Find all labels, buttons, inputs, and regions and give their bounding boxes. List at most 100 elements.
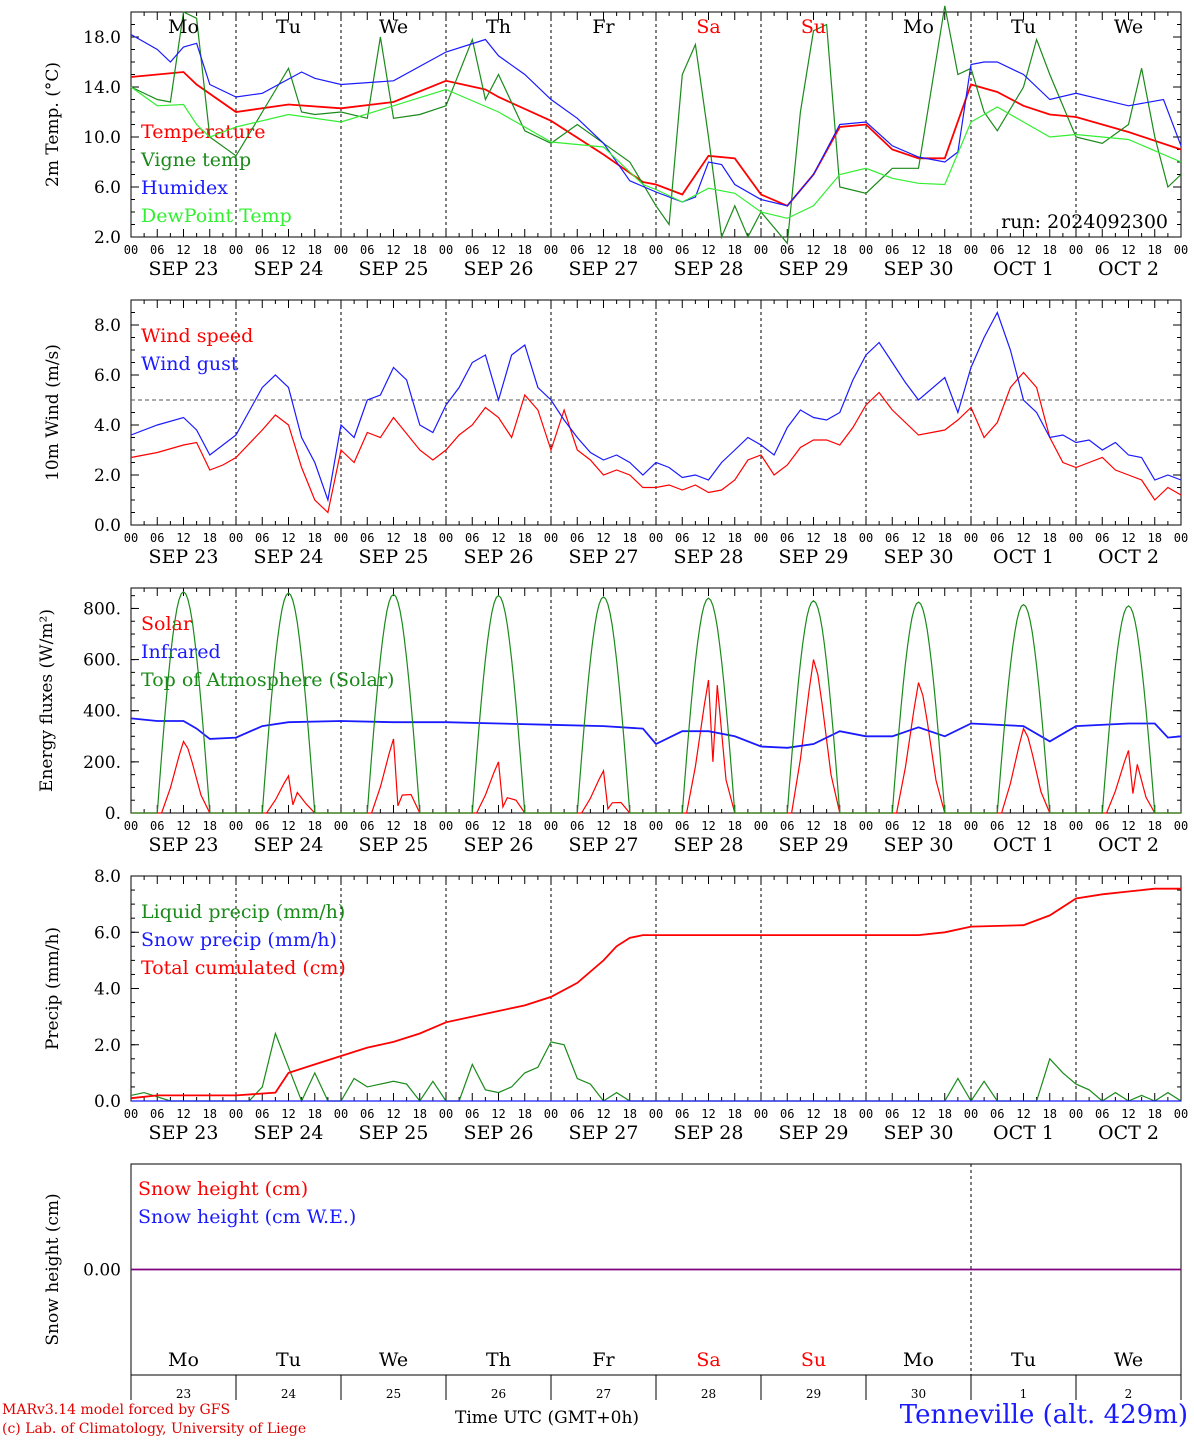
day-abbr-bottom: Mo [903, 1349, 934, 1371]
hour-tick-label: 18 [728, 1107, 742, 1121]
hour-tick-label: 12 [1121, 531, 1135, 545]
date-label: SEP 25 [359, 834, 429, 856]
date-label: SEP 27 [569, 1122, 639, 1144]
legend-entry: Vigne temp [140, 149, 251, 171]
hour-tick-label: 12 [386, 243, 400, 257]
hour-tick-label: 18 [728, 243, 742, 257]
day-number-label: 26 [491, 1387, 506, 1401]
day-number-label: 27 [596, 1387, 611, 1401]
date-label: SEP 30 [884, 258, 954, 280]
hour-tick-label: 00 [964, 531, 978, 545]
day-number-label: 24 [281, 1387, 297, 1401]
hour-tick-label: 12 [806, 1107, 820, 1121]
hour-tick-label: 18 [833, 1107, 847, 1121]
hour-tick-label: 18 [308, 243, 322, 257]
day-number-label: 23 [176, 1387, 191, 1401]
hour-tick-label: 12 [386, 819, 400, 833]
hour-tick-label: 12 [491, 1107, 505, 1121]
legend-entry: Top of Atmosphere (Solar) [141, 669, 394, 691]
hour-tick-label: 18 [1043, 1107, 1057, 1121]
hour-tick-label: 18 [413, 531, 427, 545]
hour-tick-label: 18 [203, 819, 217, 833]
hour-tick-label: 00 [229, 819, 243, 833]
day-abbr-bottom: Su [801, 1349, 826, 1371]
station-name: Tenneville (alt. 429m) [899, 1400, 1188, 1430]
hour-tick-label: 06 [1095, 243, 1109, 257]
panel-frame [130, 11, 1182, 238]
panel-frame [130, 299, 1182, 526]
hour-tick-label: 12 [911, 531, 925, 545]
date-label: OCT 1 [993, 258, 1054, 280]
hour-tick-label: 18 [308, 1107, 322, 1121]
hour-tick-label: 00 [439, 819, 453, 833]
hour-tick-label: 12 [596, 1107, 610, 1121]
y-tick-label: 800. [83, 599, 121, 619]
hour-tick-label: 06 [150, 243, 164, 257]
hour-tick-label: 00 [334, 1107, 348, 1121]
hour-tick-label: 18 [518, 243, 532, 257]
y-tick-label: 0.0 [94, 1092, 121, 1112]
series-line-dewpoint-temp [130, 86, 1182, 219]
hour-tick-label: 06 [780, 819, 794, 833]
date-label: OCT 2 [1098, 546, 1159, 568]
hour-tick-label: 00 [544, 243, 558, 257]
day-number-label: 1 [1020, 1387, 1028, 1401]
hour-tick-label: 18 [623, 819, 637, 833]
date-label: OCT 2 [1098, 258, 1159, 280]
date-label: OCT 2 [1098, 1122, 1159, 1144]
hour-tick-label: 18 [413, 243, 427, 257]
hour-tick-label: 12 [701, 819, 715, 833]
hour-tick-label: 18 [413, 819, 427, 833]
hour-tick-label: 06 [780, 243, 794, 257]
hour-tick-label: 18 [308, 531, 322, 545]
hour-tick-label: 00 [1174, 243, 1188, 257]
hour-tick-label: 12 [911, 819, 925, 833]
y-tick-label: 600. [83, 651, 121, 671]
hour-tick-label: 06 [465, 243, 479, 257]
series-line-liquid-precip-mm-h- [130, 1031, 1182, 1103]
hour-tick-label: 06 [360, 531, 374, 545]
date-label: SEP 24 [254, 1122, 324, 1144]
date-label: OCT 1 [993, 1122, 1054, 1144]
hour-tick-label: 06 [1095, 819, 1109, 833]
hour-tick-label: 06 [780, 1107, 794, 1121]
hour-tick-label: 06 [1095, 531, 1109, 545]
hour-tick-label: 00 [964, 1107, 978, 1121]
day-abbr-top: We [1114, 16, 1143, 38]
legend-entry: Temperature [141, 121, 265, 143]
day-abbr-top: Su [801, 16, 826, 38]
y-axis-label: Energy fluxes (W/m²) [37, 609, 57, 792]
day-abbr-top: Mo [168, 16, 199, 38]
hour-tick-label: 00 [544, 1107, 558, 1121]
model-credit-line: MARv3.14 model forced by GFS [2, 1402, 231, 1418]
hour-tick-label: 00 [859, 1107, 873, 1121]
hour-tick-label: 18 [203, 243, 217, 257]
legend-entry: Humidex [141, 177, 228, 199]
hour-tick-label: 18 [623, 531, 637, 545]
date-label: SEP 26 [464, 546, 534, 568]
date-label: SEP 29 [779, 546, 849, 568]
hour-tick-label: 18 [938, 1107, 952, 1121]
series-line-top-of-atmosphere-solar- [131, 591, 1181, 814]
hour-tick-label: 06 [780, 531, 794, 545]
date-label: SEP 30 [884, 834, 954, 856]
hour-tick-label: 00 [649, 819, 663, 833]
hour-tick-label: 00 [649, 1107, 663, 1121]
hour-tick-label: 12 [806, 819, 820, 833]
hour-tick-label: 00 [334, 531, 348, 545]
hour-tick-label: 06 [360, 1107, 374, 1121]
y-tick-label: 0.00 [83, 1261, 121, 1281]
y-tick-label: 8.0 [94, 316, 121, 336]
y-tick-label: 2.0 [94, 466, 121, 486]
hour-tick-label: 12 [1016, 819, 1030, 833]
hour-tick-label: 00 [964, 243, 978, 257]
hour-tick-label: 00 [649, 531, 663, 545]
day-abbr-bottom: We [1114, 1349, 1143, 1371]
hour-tick-label: 00 [1174, 531, 1188, 545]
hour-tick-label: 06 [990, 531, 1004, 545]
y-tick-label: 2.0 [94, 228, 121, 248]
day-abbr-bottom: Tu [1011, 1349, 1036, 1371]
day-number-label: 29 [806, 1387, 821, 1401]
y-tick-label: 4.0 [94, 416, 121, 436]
legend-entry: Snow height (cm) [138, 1178, 308, 1200]
